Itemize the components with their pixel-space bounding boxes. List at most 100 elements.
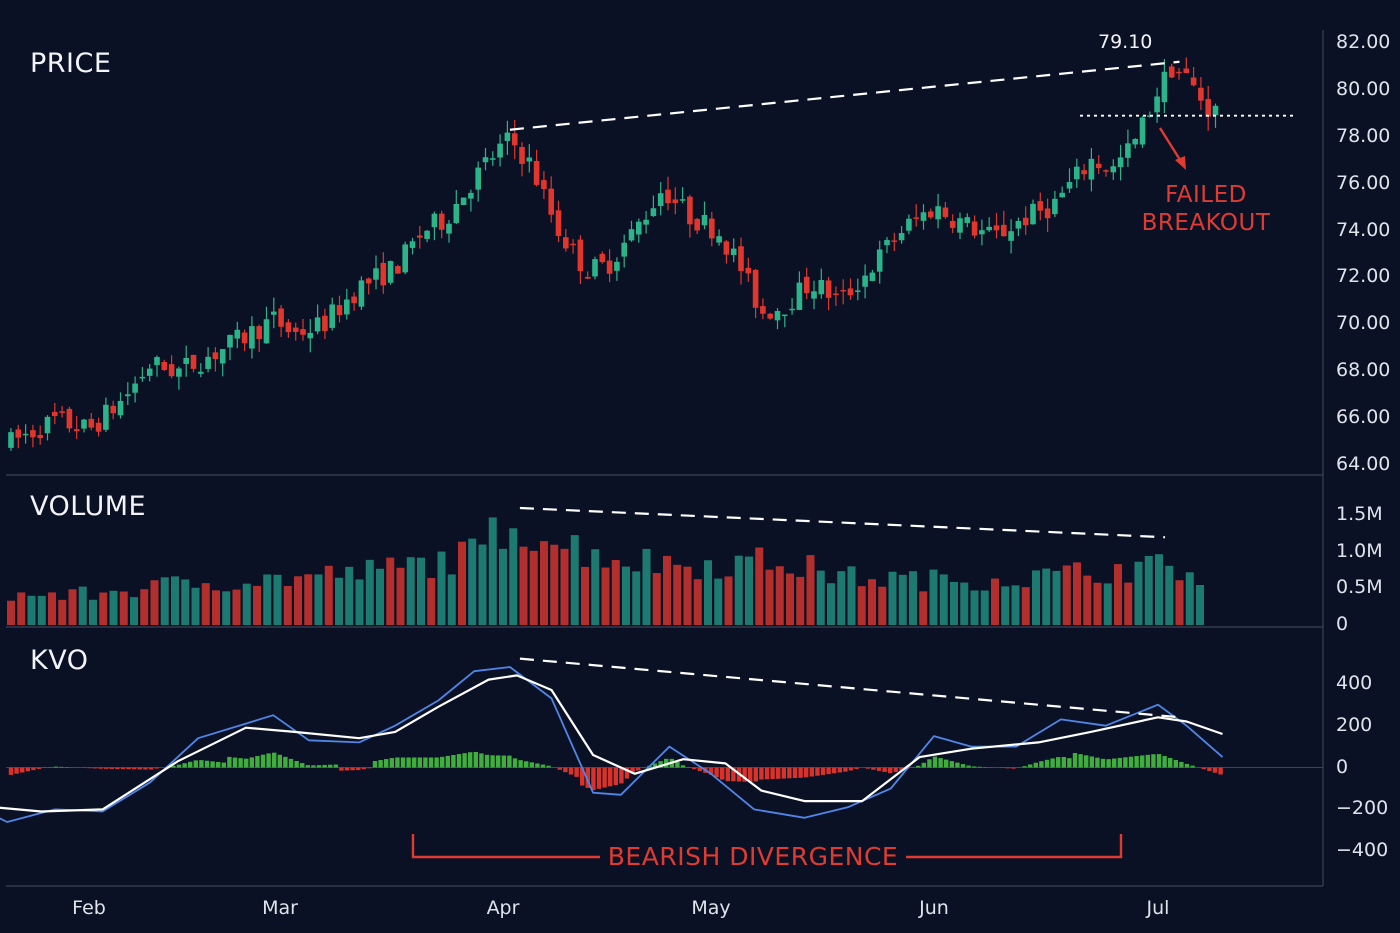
candle (884, 239, 890, 246)
kvo-histogram-bar (843, 767, 848, 772)
kvo-histogram-bar (720, 767, 725, 780)
kvo-histogram-bar (451, 754, 456, 768)
volume-bar (1021, 587, 1030, 625)
kvo-histogram-bar (244, 758, 249, 768)
volume-bar (191, 587, 200, 625)
kvo-histogram-bar (395, 757, 400, 768)
kvo-histogram-bar (770, 767, 775, 780)
candle (1190, 77, 1197, 86)
kvo-histogram-bar (742, 767, 747, 782)
volume-bar (673, 564, 682, 625)
candle (803, 276, 810, 294)
candle (176, 368, 182, 377)
kvo-histogram-bar (792, 767, 798, 779)
kvo-tick-label: 200 (1336, 713, 1373, 736)
candle (1095, 163, 1102, 169)
volume-bar (1144, 555, 1153, 625)
candle (227, 334, 233, 348)
kvo-histogram-bar (1179, 761, 1184, 768)
divergence-bracket-left (411, 834, 600, 859)
candle (154, 357, 160, 366)
kvo-histogram-bar (557, 767, 562, 770)
kvo-histogram-bar (820, 767, 826, 775)
volume-tick-label: 1.0M (1336, 539, 1383, 562)
candle (584, 276, 591, 279)
volume-bar (693, 579, 702, 625)
volume-bar (150, 580, 159, 625)
candle (161, 361, 168, 370)
volume-bar (868, 579, 876, 625)
candle (22, 433, 29, 436)
volume-bar (816, 570, 825, 625)
volume-bar (335, 577, 343, 625)
kvo-histogram-bar (888, 767, 893, 774)
candle (380, 262, 387, 286)
volume-bar (468, 538, 477, 625)
volume-bar (89, 599, 97, 625)
candle (621, 242, 627, 257)
volume-bar (1083, 575, 1092, 625)
candle (8, 432, 14, 448)
kvo-histogram-bar (680, 765, 686, 768)
volume-bar (294, 576, 302, 625)
kvo-histogram-bar (798, 767, 803, 778)
kvo-histogram-bar (328, 764, 333, 768)
kvo-histogram-bar (115, 767, 120, 770)
kvo-histogram-bar (529, 762, 534, 768)
kvo-histogram-bar (210, 761, 215, 768)
volume-bar (1093, 582, 1102, 625)
volume-bar (1196, 585, 1204, 625)
candle (606, 260, 613, 274)
volume-bar (888, 571, 897, 625)
candle (1139, 117, 1146, 145)
kvo-histogram-bar (232, 757, 238, 768)
candle (139, 376, 146, 379)
candle (679, 199, 686, 201)
volume-bar (591, 549, 600, 625)
candle (935, 206, 941, 220)
candle (1052, 198, 1058, 215)
candle (1176, 71, 1182, 74)
candle (468, 192, 474, 199)
kvo-histogram-bar (36, 767, 42, 769)
candle (738, 246, 744, 272)
kvo-histogram-bar (932, 756, 938, 768)
kvo-histogram-bar (87, 767, 92, 769)
candle (957, 218, 963, 233)
kvo-tick-label: −200 (1336, 797, 1389, 820)
candle (44, 416, 51, 434)
volume-bar (1124, 582, 1133, 625)
volume-bar (201, 583, 210, 625)
candle (125, 394, 131, 397)
kvo-histogram-bar (1168, 758, 1173, 768)
kvo-histogram-bar (1207, 767, 1212, 771)
kvo-histogram-bar (356, 767, 361, 771)
volume-bar (775, 566, 784, 625)
kvo-histogram-bar (1084, 755, 1089, 768)
kvo-histogram-bar (98, 767, 103, 769)
month-tick-label: Feb (72, 897, 106, 919)
candle (519, 147, 525, 164)
kvo-histogram-bar (602, 767, 607, 788)
candle (949, 221, 956, 228)
price-tick-label: 80.00 (1336, 77, 1391, 100)
candle (782, 314, 788, 317)
candle (876, 249, 883, 272)
kvo-histogram-bar (137, 767, 142, 770)
volume-bar (745, 556, 753, 625)
volume-bar (119, 591, 128, 625)
candle (1110, 166, 1117, 173)
candle (1081, 170, 1087, 175)
volume-bar (314, 574, 323, 625)
kvo-histogram-bar (512, 758, 518, 768)
kvo-histogram-bar (1044, 759, 1050, 768)
volume-bar (663, 555, 671, 625)
volume-bar (345, 566, 354, 625)
candle (891, 240, 898, 242)
volume-bar (48, 592, 56, 625)
volume-bar (898, 574, 907, 625)
volume-bar (365, 559, 374, 625)
kvo-histogram-bar (1123, 757, 1128, 768)
price-tick-label: 68.00 (1336, 359, 1391, 382)
volume-bar (642, 548, 651, 625)
